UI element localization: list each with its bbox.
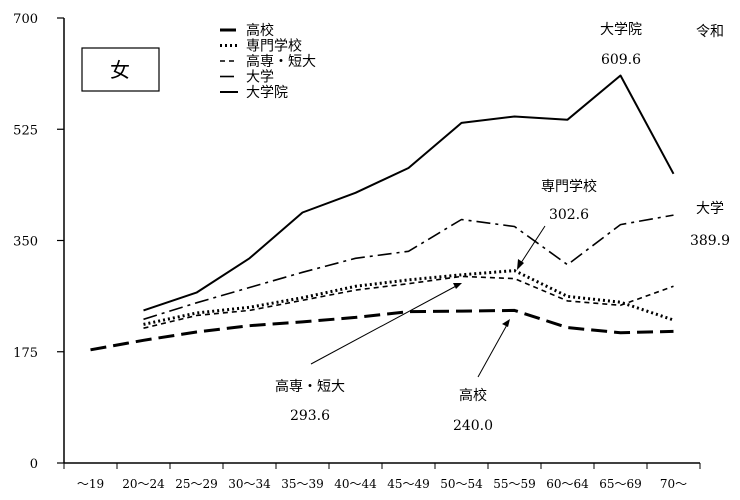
annotation-senmon-arrow — [518, 225, 546, 267]
series-lines — [90, 74, 675, 352]
x-tick-label: 65～69 — [599, 477, 642, 491]
legend-label-専門学校: 専門学校 — [246, 38, 302, 55]
x-tick-label: 20～24 — [122, 477, 165, 491]
annotation-kosen-name: 高専・短大 — [275, 378, 345, 395]
y-tick-label: 350 — [13, 235, 38, 250]
annotation-kosen-value: 293.6 — [290, 408, 330, 424]
annotation-daigakuin-name: 大学院 — [600, 22, 642, 38]
annotation-koko-arrow — [477, 322, 509, 378]
gender-box — [81, 47, 160, 92]
series-line-高専・短大 — [143, 275, 674, 329]
x-tick-label: 25～29 — [175, 477, 218, 491]
legend-label-大学院: 大学院 — [246, 85, 288, 101]
x-tick-label: 60～64 — [546, 477, 589, 491]
gender-label: 女 — [110, 58, 130, 82]
annotation-daigaku-name: 大学 — [696, 201, 724, 217]
annotation-senmon-arrowhead — [517, 259, 524, 270]
corner-label: 令和 — [696, 24, 724, 40]
x-tick-label: 50～54 — [440, 477, 483, 491]
annotation-daigaku-value: 389.9 — [690, 233, 730, 249]
x-tick-label: 45～49 — [387, 477, 430, 491]
legend-label-大学: 大学 — [246, 70, 274, 86]
annotation-daigakuin-value: 609.6 — [601, 52, 641, 68]
annotation-koko-name: 高校 — [459, 387, 487, 404]
x-tick-label: 55～59 — [493, 477, 536, 491]
y-ticks: 0 175 350 525 700 — [13, 12, 64, 472]
x-ticks: ～19 20～24 25～29 30～34 35～39 40～44 45～49 50～54 55… — [63, 463, 701, 491]
annotation-senmon-name: 専門学校 — [541, 178, 597, 195]
series-line-専門学校 — [143, 269, 674, 326]
legend-label-高校: 高校 — [246, 22, 274, 39]
annotation-senmon-value: 302.6 — [549, 207, 589, 223]
annotation-kosen-arrowhead — [453, 283, 462, 289]
y-tick-label: 0 — [30, 457, 38, 472]
x-tick-label: ～19 — [77, 477, 104, 491]
series-line-高校 — [90, 308, 674, 352]
x-tick-label: 70～ — [660, 477, 687, 491]
annotation-koko-arrowhead — [502, 319, 510, 327]
annotation-kosen-arrow — [310, 284, 459, 365]
legend-label-高専・短大: 高専・短大 — [246, 53, 316, 70]
y-tick-label: 700 — [13, 12, 38, 27]
x-tick-label: 35～39 — [281, 477, 324, 491]
series-line-大学 — [143, 214, 674, 321]
series-line-大学院 — [143, 74, 675, 312]
x-tick-label: 40～44 — [334, 477, 377, 491]
annotation-koko-value: 240.0 — [453, 418, 493, 434]
y-tick-label: 175 — [13, 346, 38, 361]
y-tick-label: 525 — [13, 123, 38, 138]
x-tick-label: 30～34 — [228, 477, 271, 491]
